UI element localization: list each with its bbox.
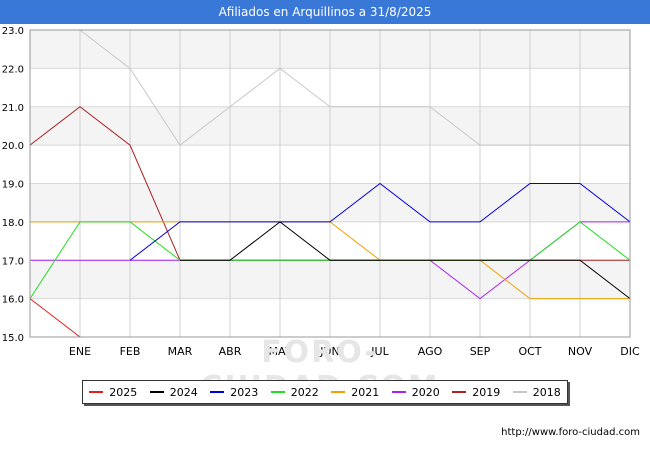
legend-label: 2019	[472, 385, 501, 399]
x-tick-label: AGO	[418, 345, 443, 358]
y-tick-label: 23.0	[2, 26, 24, 37]
legend-label: 2020	[411, 385, 440, 399]
legend-label: 2024	[169, 385, 198, 399]
legend-item-2020: 2020	[391, 385, 440, 399]
legend-item-2019: 2019	[452, 386, 500, 399]
y-tick-label: 19.0	[2, 180, 24, 191]
x-tick-label: OCT	[518, 345, 541, 358]
x-tick-label: JUN	[319, 345, 340, 358]
y-tick-label: 16.0	[2, 295, 24, 306]
x-tick-label: MAY	[269, 345, 292, 358]
y-tick-label: 17.0	[2, 256, 24, 267]
chart-legend: 2025 2024 2023 2022 2021 2020 2019 2018	[82, 380, 568, 404]
x-axis-labels: ENE FEB MAR ABR MAY JUN JUL AGO SEP OCT NOV DIC	[69, 345, 640, 358]
x-tick-label: FEB	[120, 345, 141, 358]
y-tick-label: 21.0	[2, 103, 24, 114]
series-line-2023	[129, 182, 631, 261]
x-tick-label: JUL	[370, 345, 389, 358]
legend-swatch	[391, 391, 406, 393]
legend-item-2025: 2025	[89, 386, 137, 399]
x-tick-label: ENE	[69, 345, 91, 358]
legend-label: 2022	[290, 385, 319, 399]
legend-swatch	[452, 391, 467, 393]
legend-swatch	[149, 391, 164, 393]
legend-swatch	[331, 391, 346, 393]
x-tick-label: NOV	[568, 345, 593, 358]
legend-label: 2025	[109, 385, 138, 399]
series-line-2024	[180, 221, 631, 300]
legend-item-2021: 2021	[331, 386, 379, 399]
x-tick-label: ABR	[219, 345, 242, 358]
legend-swatch	[89, 391, 104, 393]
source-url: http://www.foro-ciudad.com	[501, 427, 640, 438]
legend-item-2023: 2023	[210, 386, 258, 399]
legend-item-2022: 2022	[270, 385, 319, 399]
y-tick-label: 20.0	[2, 141, 24, 152]
plot-frame	[29, 29, 631, 338]
x-tick-label: MAR	[168, 345, 193, 358]
series-line-2025	[29, 298, 81, 338]
y-tick-label: 22.0	[2, 64, 24, 75]
legend-item-2018: 2018	[512, 385, 561, 399]
x-tick-label: SEP	[470, 345, 491, 358]
y-tick-label: 15.0	[2, 333, 24, 344]
legend-swatch	[512, 391, 527, 393]
legend-swatch	[210, 391, 225, 393]
series-lines	[29, 29, 631, 338]
chart-title: Afiliados en Arquillinos a 31/8/2025	[0, 0, 650, 24]
legend-label: 2023	[230, 385, 259, 399]
y-axis-labels: 15.0 16.0 17.0 18.0 19.0 20.0 21.0 22.0 23.0	[2, 26, 24, 344]
x-tick-label: DIC	[620, 345, 640, 358]
legend-label: 2021	[351, 385, 380, 399]
series-line-2018	[79, 29, 630, 146]
y-tick-label: 18.0	[2, 218, 24, 229]
legend-swatch	[270, 391, 285, 393]
legend-item-2024: 2024	[149, 385, 198, 399]
legend-label: 2018	[532, 385, 561, 399]
